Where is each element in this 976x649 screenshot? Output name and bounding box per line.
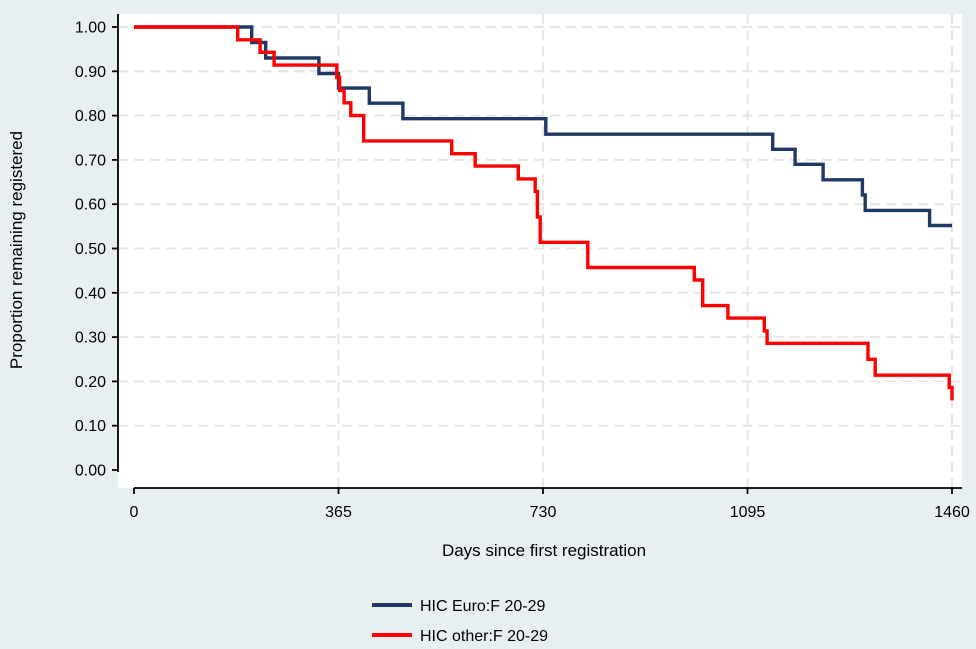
grid-lines	[118, 14, 962, 488]
y-tick-label: 0.90	[75, 64, 106, 81]
y-tick-label: 0.80	[75, 108, 106, 125]
legend-label: HIC other:F 20-29	[420, 628, 548, 645]
y-tick-label: 0.00	[75, 463, 106, 480]
y-tick-label: 0.60	[75, 197, 106, 214]
y-tick-label: 0.70	[75, 152, 106, 169]
x-tick-label: 1460	[934, 504, 970, 521]
y-tick-label: 0.10	[75, 418, 106, 435]
series-line-2	[134, 25, 954, 401]
y-tick-label: 0.40	[75, 285, 106, 302]
y-axis-title: Proportion remaining registered	[7, 131, 26, 369]
legend-label: HIC Euro:F 20-29	[420, 598, 545, 615]
x-tick-label: 1095	[730, 504, 766, 521]
y-tick-label: 0.20	[75, 374, 106, 391]
y-tick-label: 0.50	[75, 241, 106, 258]
series-lines	[134, 25, 954, 401]
x-tick-label: 730	[530, 504, 557, 521]
plot-area	[118, 14, 962, 488]
axes	[117, 14, 962, 489]
y-tick-label: 0.30	[75, 330, 106, 347]
x-tick-label: 365	[325, 504, 352, 521]
y-tick-label: 1.00	[75, 20, 106, 37]
legend: HIC Euro:F 20-29 HIC other:F 20-29	[372, 598, 548, 645]
x-tick-label: 0	[130, 504, 139, 521]
x-axis-title: Days since first registration	[442, 541, 646, 560]
axis-ticks: 0.00 0.10 0.20 0.30 0.40 0.50 0.60 0.70 0.80 0.90…	[75, 20, 970, 522]
